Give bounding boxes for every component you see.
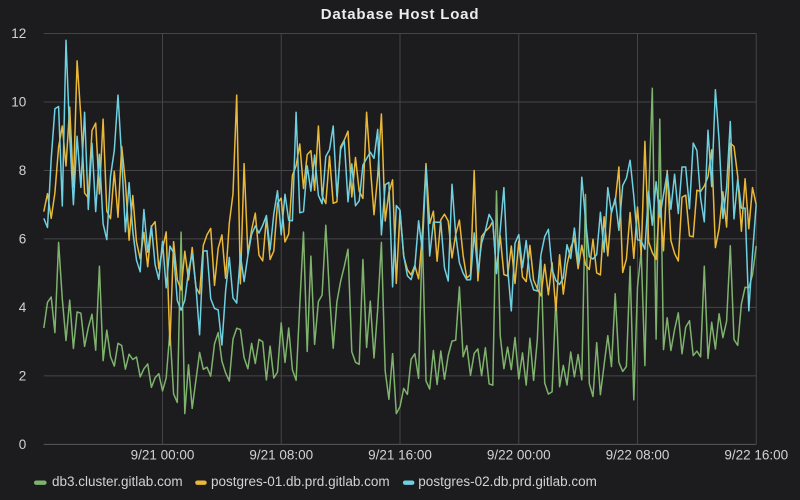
svg-text:9/21 08:00: 9/21 08:00 [249, 448, 313, 463]
svg-text:db3.cluster.gitlab.com: db3.cluster.gitlab.com [52, 474, 183, 489]
svg-text:0: 0 [19, 437, 27, 452]
svg-text:postgres-02.db.prd.gitlab.com: postgres-02.db.prd.gitlab.com [418, 474, 597, 489]
svg-text:10: 10 [11, 95, 26, 110]
svg-text:8: 8 [19, 163, 27, 178]
svg-text:9/21 16:00: 9/21 16:00 [368, 448, 432, 463]
svg-text:9/22 08:00: 9/22 08:00 [606, 448, 670, 463]
svg-text:postgres-01.db.prd.gitlab.com: postgres-01.db.prd.gitlab.com [211, 474, 390, 489]
svg-text:4: 4 [19, 300, 27, 315]
svg-text:9/21 00:00: 9/21 00:00 [131, 448, 195, 463]
svg-text:12: 12 [11, 26, 26, 41]
svg-text:9/22 00:00: 9/22 00:00 [487, 448, 551, 463]
svg-text:Database Host Load: Database Host Load [321, 6, 480, 23]
svg-text:2: 2 [19, 369, 27, 384]
svg-text:9/22 16:00: 9/22 16:00 [724, 448, 788, 463]
svg-text:6: 6 [19, 232, 27, 247]
